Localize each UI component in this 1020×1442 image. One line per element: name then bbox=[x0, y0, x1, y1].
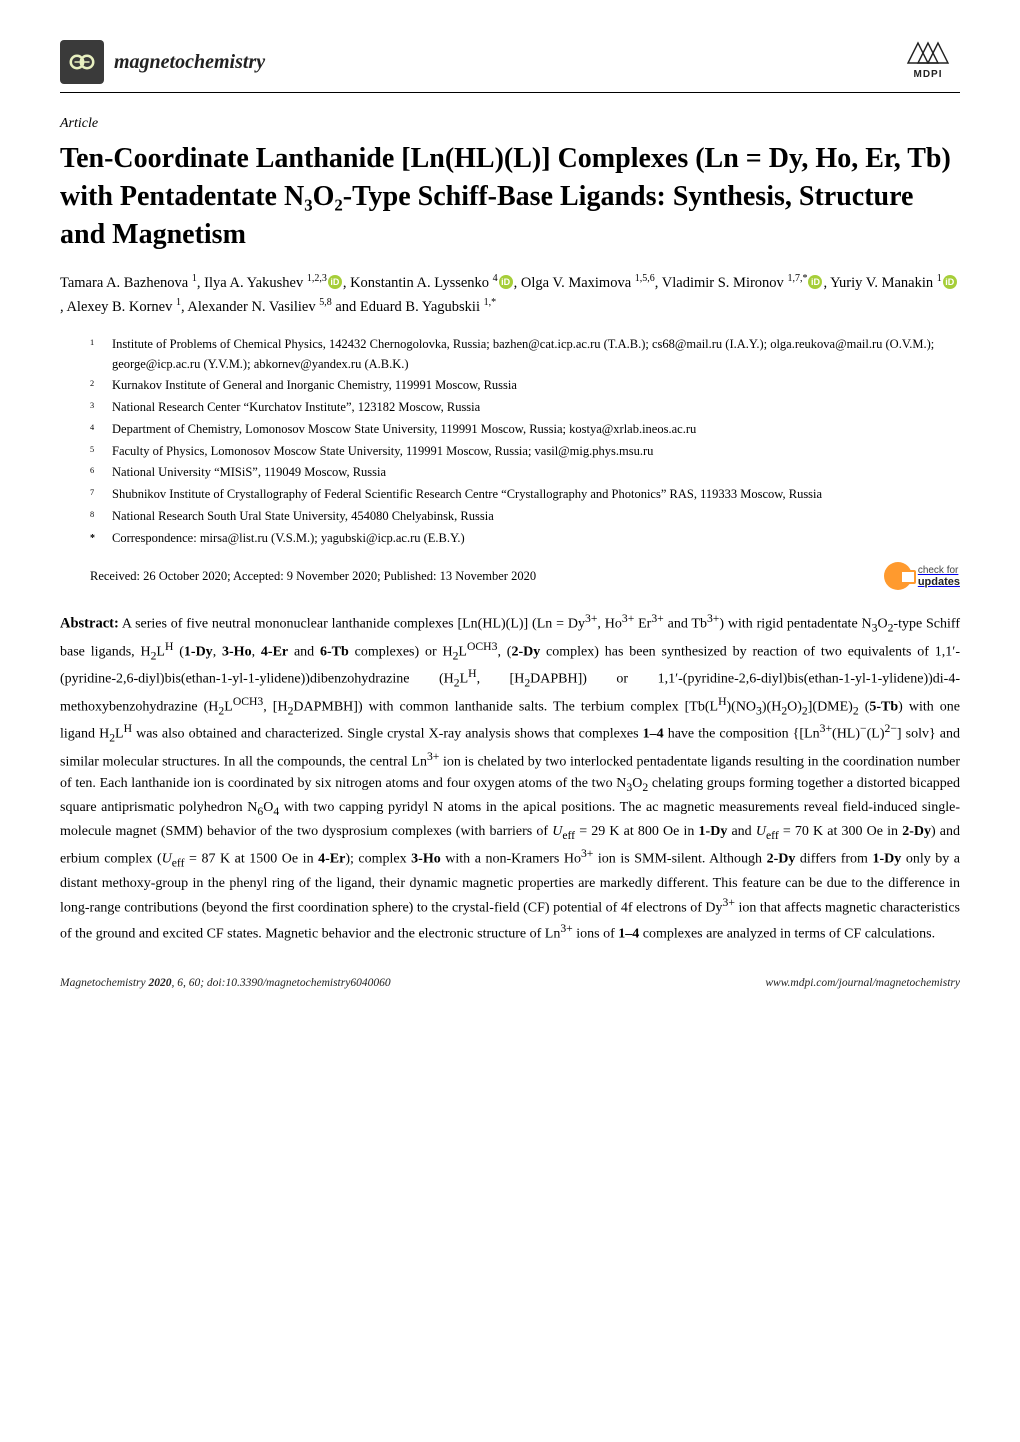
affiliation-text: National University “MISiS”, 119049 Mosc… bbox=[112, 463, 960, 483]
check-updates-icon bbox=[884, 562, 912, 590]
authors-block: Tamara A. Bazhenova 1, Ilya A. Yakushev … bbox=[60, 271, 960, 319]
affiliation-marker: 2 bbox=[90, 376, 102, 396]
abstract: Abstract: A series of five neutral monon… bbox=[60, 610, 960, 945]
header: magnetochemistry MDPI bbox=[60, 40, 960, 84]
affiliation-row: 4 Department of Chemistry, Lomonosov Mosc… bbox=[90, 420, 960, 440]
dates-row: Received: 26 October 2020; Accepted: 9 N… bbox=[60, 562, 960, 590]
affiliation-row: 6 National University “MISiS”, 119049 Mos… bbox=[90, 463, 960, 483]
affiliation-row: * Correspondence: mirsa@list.ru (V.S.M.);… bbox=[90, 529, 960, 548]
affiliation-marker: 3 bbox=[90, 398, 102, 418]
divider bbox=[60, 92, 960, 93]
affiliation-text: National Research Center “Kurchatov Inst… bbox=[112, 398, 960, 418]
affiliations: 1 Institute of Problems of Chemical Physi… bbox=[60, 335, 960, 548]
affiliation-row: 5 Faculty of Physics, Lomonosov Moscow St… bbox=[90, 442, 960, 462]
affiliation-marker: 4 bbox=[90, 420, 102, 440]
footer: Magnetochemistry 2020, 6, 60; doi:10.339… bbox=[60, 975, 960, 992]
check-updates-link[interactable]: check forupdates bbox=[884, 562, 960, 590]
affiliation-marker: 1 bbox=[90, 335, 102, 374]
affiliation-marker: 5 bbox=[90, 442, 102, 462]
publisher-logo: MDPI bbox=[896, 40, 960, 80]
journal-brand: magnetochemistry bbox=[60, 40, 265, 84]
check-updates-label: check forupdates bbox=[918, 565, 960, 588]
affiliation-text: Faculty of Physics, Lomonosov Moscow Sta… bbox=[112, 442, 960, 462]
affiliation-text: Institute of Problems of Chemical Physic… bbox=[112, 335, 960, 374]
affiliation-text: Department of Chemistry, Lomonosov Mosco… bbox=[112, 420, 960, 440]
affiliation-marker: * bbox=[90, 529, 102, 548]
footer-url[interactable]: www.mdpi.com/journal/magnetochemistry bbox=[765, 975, 960, 992]
affiliation-row: 2 Kurnakov Institute of General and Inorg… bbox=[90, 376, 960, 396]
article-type: Article bbox=[60, 113, 960, 134]
footer-citation: Magnetochemistry 2020, 6, 60; doi:10.339… bbox=[60, 975, 391, 992]
affiliation-row: 1 Institute of Problems of Chemical Physi… bbox=[90, 335, 960, 374]
journal-logo-icon bbox=[60, 40, 104, 84]
affiliation-marker: 6 bbox=[90, 463, 102, 483]
journal-name: magnetochemistry bbox=[114, 47, 265, 77]
affiliation-row: 3 National Research Center “Kurchatov Ins… bbox=[90, 398, 960, 418]
publisher-name: MDPI bbox=[914, 67, 943, 82]
affiliation-text: Shubnikov Institute of Crystallography o… bbox=[112, 485, 960, 505]
affiliation-text: Correspondence: mirsa@list.ru (V.S.M.); … bbox=[112, 529, 960, 548]
affiliation-marker: 8 bbox=[90, 507, 102, 527]
affiliation-text: Kurnakov Institute of General and Inorga… bbox=[112, 376, 960, 396]
affiliation-marker: 7 bbox=[90, 485, 102, 505]
affiliation-row: 8 National Research South Ural State Univ… bbox=[90, 507, 960, 527]
affiliation-text: National Research South Ural State Unive… bbox=[112, 507, 960, 527]
affiliation-row: 7 Shubnikov Institute of Crystallography … bbox=[90, 485, 960, 505]
publication-dates: Received: 26 October 2020; Accepted: 9 N… bbox=[90, 567, 536, 586]
article-title: Ten-Coordinate Lanthanide [Ln(HL)(L)] Co… bbox=[60, 140, 960, 253]
